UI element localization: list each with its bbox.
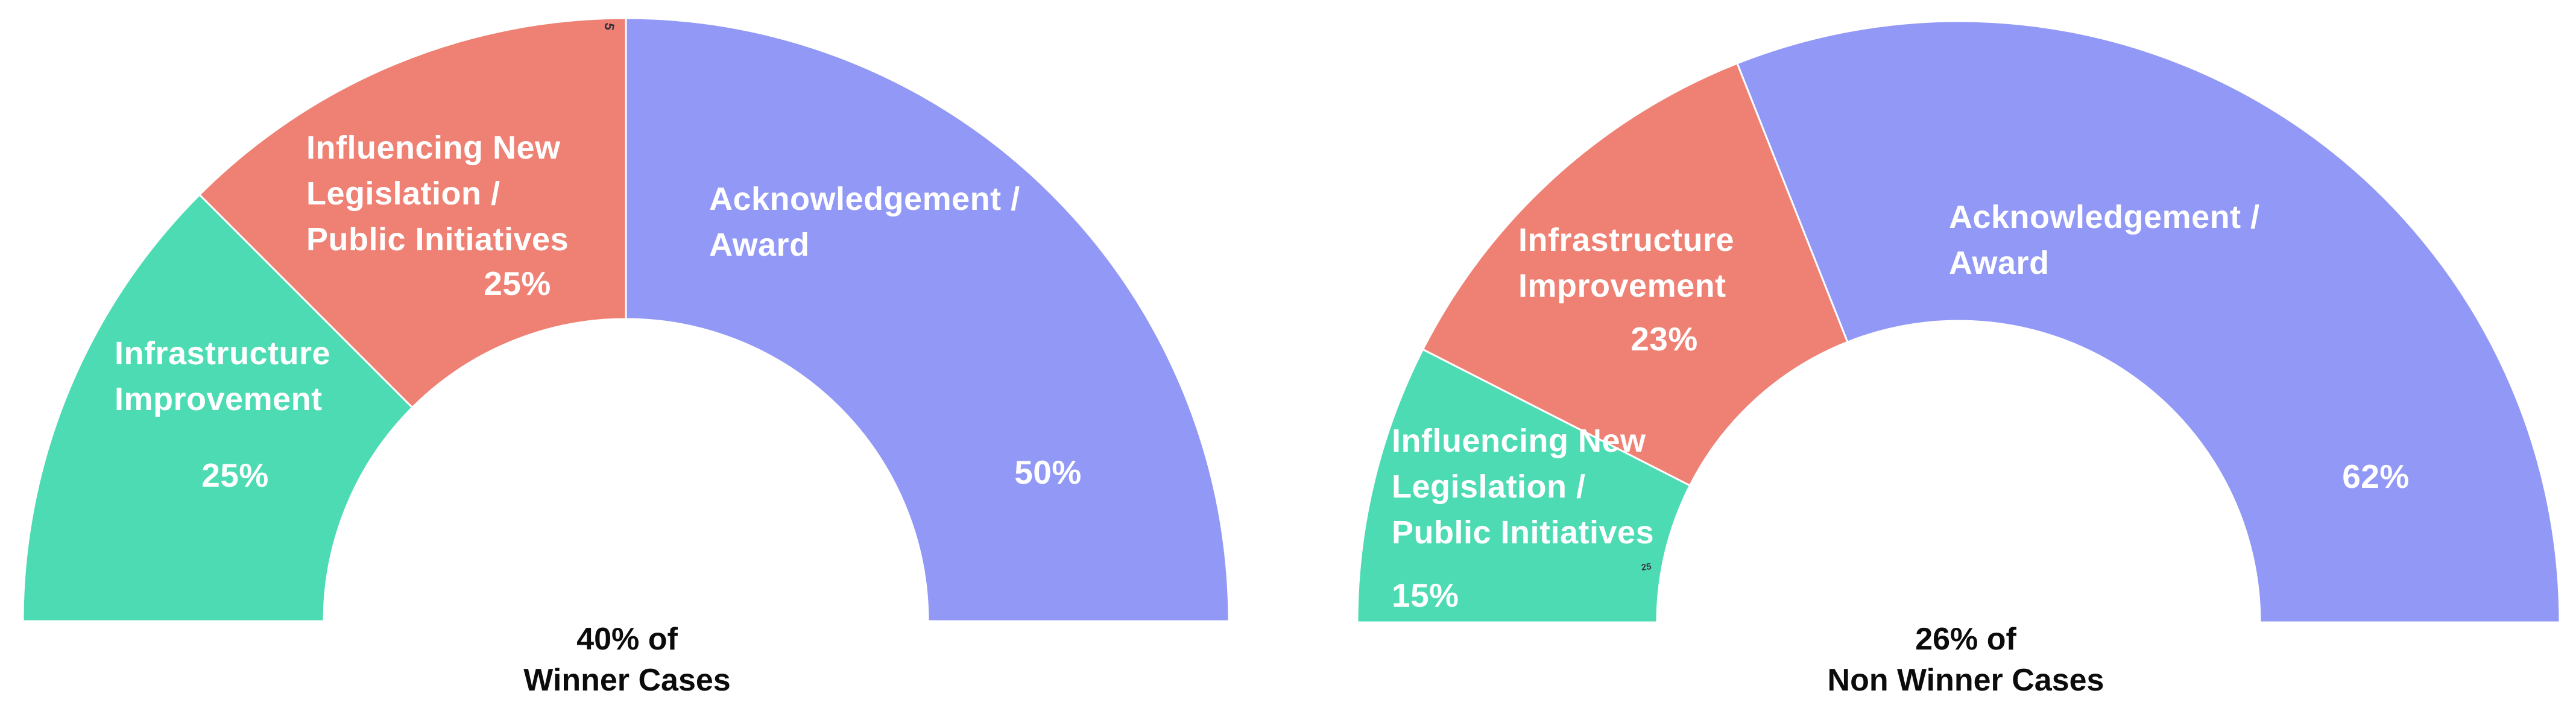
slice-acknowledgement-award (625, 17, 1230, 622)
slice-label-influencing-new-legislation: Influencing New Legislation / Public Ini… (1392, 423, 1655, 551)
slice-label-infrastructure-improvement: Infrastructure Improvement (1518, 222, 1735, 304)
slice-pct-influencing-new-legislation: 25% (484, 265, 551, 302)
slice-label-influencing-new-legislation: Influencing New Legislation / Public Ini… (306, 130, 569, 258)
slice-pct-acknowledgement-award: 50% (1014, 454, 1082, 491)
slice-acknowledgement-award (1736, 20, 2561, 624)
stray-mark: 25 (1640, 561, 1652, 574)
slice-label-infrastructure-improvement: Infrastructure Improvement (115, 335, 331, 417)
slice-label-acknowledgement-award: Acknowledgement / Award (1949, 199, 2260, 281)
caption-winner-cases: 40% of Winner Cases (523, 622, 731, 698)
slice-pct-infrastructure-improvement: 23% (1631, 320, 1698, 358)
caption-non-winner-cases: 26% of Non Winner Cases (1827, 622, 2104, 698)
non-winner-cases-donut (1356, 20, 2561, 624)
slice-pct-infrastructure-improvement: 25% (201, 457, 269, 494)
slice-influencing-new-legislation-public-initiatives (198, 17, 627, 409)
slice-influencing-new-legislation-public-initiatives (1356, 348, 1691, 624)
slice-infrastructure-improvement (22, 193, 414, 622)
slice-pct-influencing-new-legislation: 15% (1392, 577, 1459, 614)
slice-infrastructure-improvement (1421, 62, 1849, 487)
slice-label-acknowledgement-award: Acknowledgement / Award (709, 181, 1020, 263)
winner-cases-donut (22, 17, 1230, 622)
slice-pct-acknowledgement-award: 62% (2342, 458, 2410, 495)
